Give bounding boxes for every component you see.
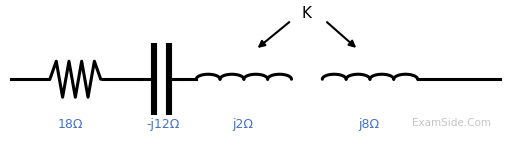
Text: j8Ω: j8Ω bbox=[358, 118, 379, 132]
Text: -j12Ω: -j12Ω bbox=[146, 118, 180, 132]
Text: j2Ω: j2Ω bbox=[232, 118, 253, 132]
Text: ExamSide.Com: ExamSide.Com bbox=[412, 118, 491, 129]
Text: 18Ω: 18Ω bbox=[57, 118, 83, 132]
Text: K: K bbox=[302, 6, 312, 21]
